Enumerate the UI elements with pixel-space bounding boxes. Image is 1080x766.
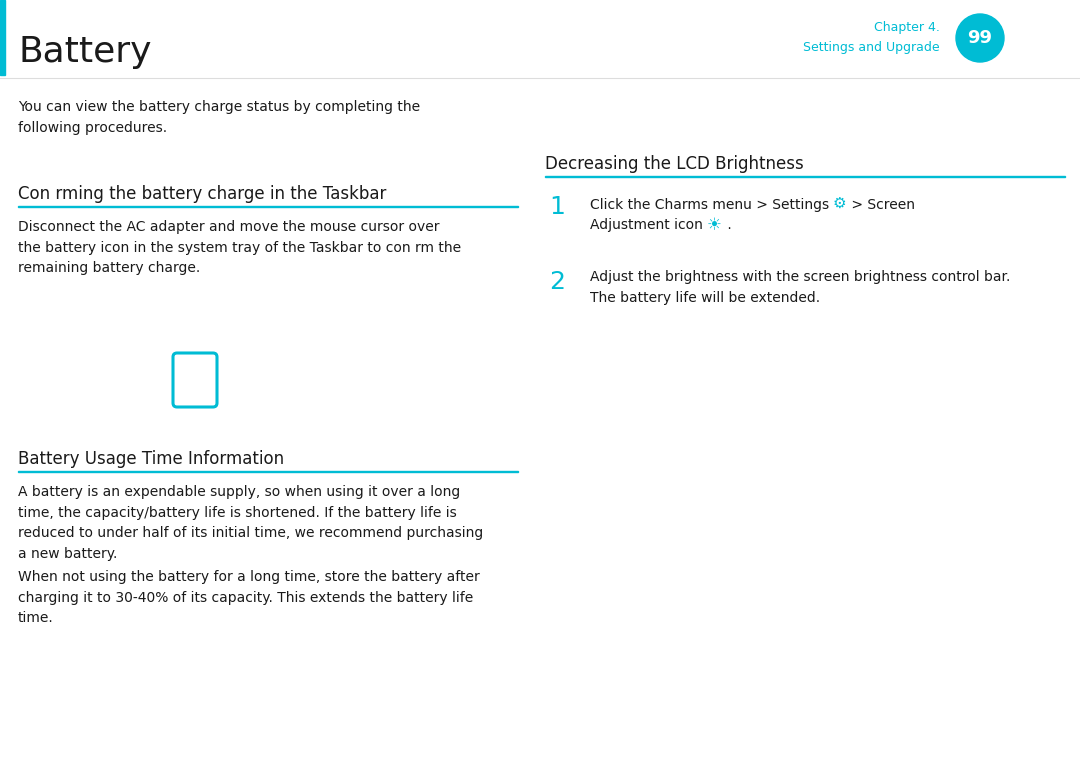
Text: Decreasing the LCD Brightness: Decreasing the LCD Brightness [545,155,804,173]
FancyBboxPatch shape [173,353,217,407]
Text: Con rming the battery charge in the Taskbar: Con rming the battery charge in the Task… [18,185,387,203]
Text: 2: 2 [549,270,565,294]
Text: Disconnect the AC adapter and move the mouse cursor over
the battery icon in the: Disconnect the AC adapter and move the m… [18,220,461,275]
Circle shape [956,14,1004,62]
Bar [18,205,518,207]
Bar [0,0,5,75]
Text: When not using the battery for a long time, store the battery after
charging it : When not using the battery for a long ti… [18,570,480,625]
Text: Adjustment icon: Adjustment icon [590,218,707,232]
Text: Click the Charms menu > Settings: Click the Charms menu > Settings [590,198,829,212]
Text: Battery: Battery [18,35,151,69]
Text: Battery Usage Time Information: Battery Usage Time Information [18,450,284,468]
Text: .: . [723,218,732,232]
Text: ⚙: ⚙ [833,196,847,211]
Text: > Screen: > Screen [847,198,915,212]
Bar [545,175,1065,177]
Text: You can view the battery charge status by completing the
following procedures.: You can view the battery charge status b… [18,100,420,135]
Text: 99: 99 [968,29,993,47]
Text: Chapter 4.: Chapter 4. [874,21,940,34]
Text: Adjust the brightness with the screen brightness control bar.
The battery life w: Adjust the brightness with the screen br… [590,270,1011,305]
Text: ☀: ☀ [707,216,721,234]
Text: A battery is an expendable supply, so when using it over a long
time, the capaci: A battery is an expendable supply, so wh… [18,485,483,561]
Text: Settings and Upgrade: Settings and Upgrade [804,41,940,54]
Bar [18,470,518,472]
Text: 1: 1 [549,195,565,219]
